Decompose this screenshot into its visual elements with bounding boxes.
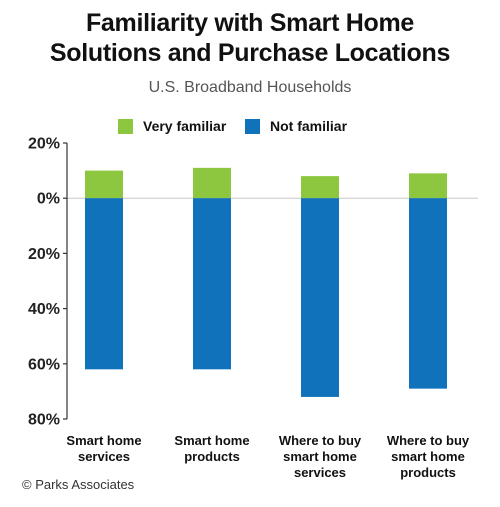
bar-not-familiar [85,198,123,370]
y-tick-label: 60% [28,356,60,373]
legend-item-very-familiar: Very familiar [118,117,226,135]
legend-swatch-not-familiar [245,118,260,134]
legend-label-very-familiar: Very familiar [143,118,227,134]
x-category-label: Where to buy smart home services [279,433,362,480]
bar-very-familiar [409,173,447,199]
bar-very-familiar [85,170,123,199]
y-tick-label: 20% [28,136,60,153]
source-credit: © Parks Associates [22,477,135,492]
y-tick-label: 80% [28,412,60,429]
y-tick-label: 0% [37,191,60,208]
bar-not-familiar [409,198,447,389]
legend-swatch-very-familiar [118,118,133,134]
legend-label-not-familiar: Not familiar [270,118,348,134]
chart-subtitle: U.S. Broadband Households [148,79,352,96]
y-tick-label: 40% [28,301,60,318]
bar-not-familiar [193,198,231,370]
chart-title: Familiarity with Smart Home Solutions an… [49,9,451,67]
chart-legend: Very familiar Not familiar [0,117,500,135]
bar-very-familiar [193,167,231,199]
y-tick-label: 20% [28,246,60,263]
bar-not-familiar [301,198,339,397]
bar-very-familiar [301,176,339,199]
legend-item-not-familiar: Not familiar [245,117,347,135]
x-category-label: Where to buy smart home products [387,433,470,480]
x-category-label: Smart home products [174,433,249,464]
x-category-label: Smart home services [66,433,141,464]
